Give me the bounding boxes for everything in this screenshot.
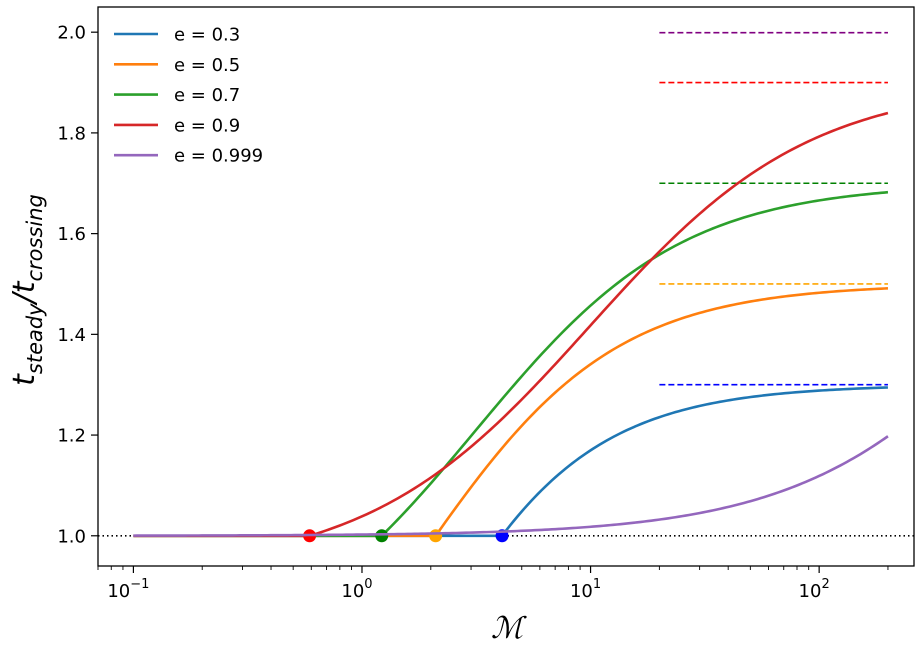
y-axis-label: tsteady/tcrossing (7, 194, 47, 386)
y-axis-label-sub2: crossing (23, 194, 47, 281)
legend-label: e = 0.7 (174, 85, 240, 106)
y-tick-label: 1.0 (57, 526, 86, 547)
y-axis-label-sep: /t (7, 280, 42, 306)
legend-label: e = 0.9 (174, 115, 240, 136)
x-tick-label: 10−1 (107, 577, 149, 602)
x-tick-label: 100 (341, 577, 372, 602)
legend-label: e = 0.3 (174, 25, 240, 46)
x-tick-label: 102 (799, 577, 830, 602)
x-tick-label: 101 (570, 577, 601, 602)
y-tick-label: 1.6 (57, 224, 86, 245)
y-axis-label-main: t (7, 373, 42, 386)
y-tick-label: 2.0 (57, 23, 86, 44)
y-tick-label: 1.4 (57, 325, 86, 346)
legend-label: e = 0.5 (174, 55, 240, 76)
plot-area (97, 6, 915, 567)
y-axis: 1.0 1.2 1.4 1.6 1.8 2.0 (57, 23, 98, 547)
x-axis-label: ℳ (491, 611, 527, 645)
plot-frame (97, 6, 915, 567)
x-axis: 10−1 100 101 102 (97, 566, 889, 602)
y-tick-label: 1.8 (57, 123, 86, 144)
transition-point (375, 529, 389, 543)
legend-label: e = 0.999 (174, 146, 263, 167)
transition-point (429, 529, 443, 543)
legend: e = 0.3 e = 0.5 e = 0.7 e = 0.9 e = 0.999 (114, 25, 263, 167)
y-tick-label: 1.2 (57, 426, 86, 447)
series-line (133, 435, 889, 537)
series-line (133, 111, 889, 538)
y-axis-label-sub1: steady (23, 303, 47, 374)
series-line (133, 190, 889, 538)
